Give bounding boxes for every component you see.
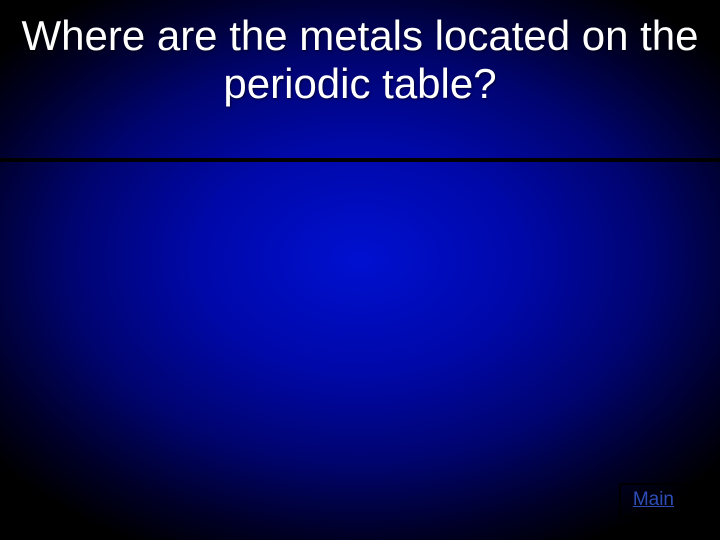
- main-link-label: Main: [633, 489, 674, 510]
- main-link-button[interactable]: Main: [619, 483, 688, 518]
- horizontal-divider: [0, 158, 720, 162]
- question-text: Where are the metals located on the peri…: [0, 12, 720, 109]
- jeopardy-question-slide: Where are the metals located on the peri…: [0, 0, 720, 540]
